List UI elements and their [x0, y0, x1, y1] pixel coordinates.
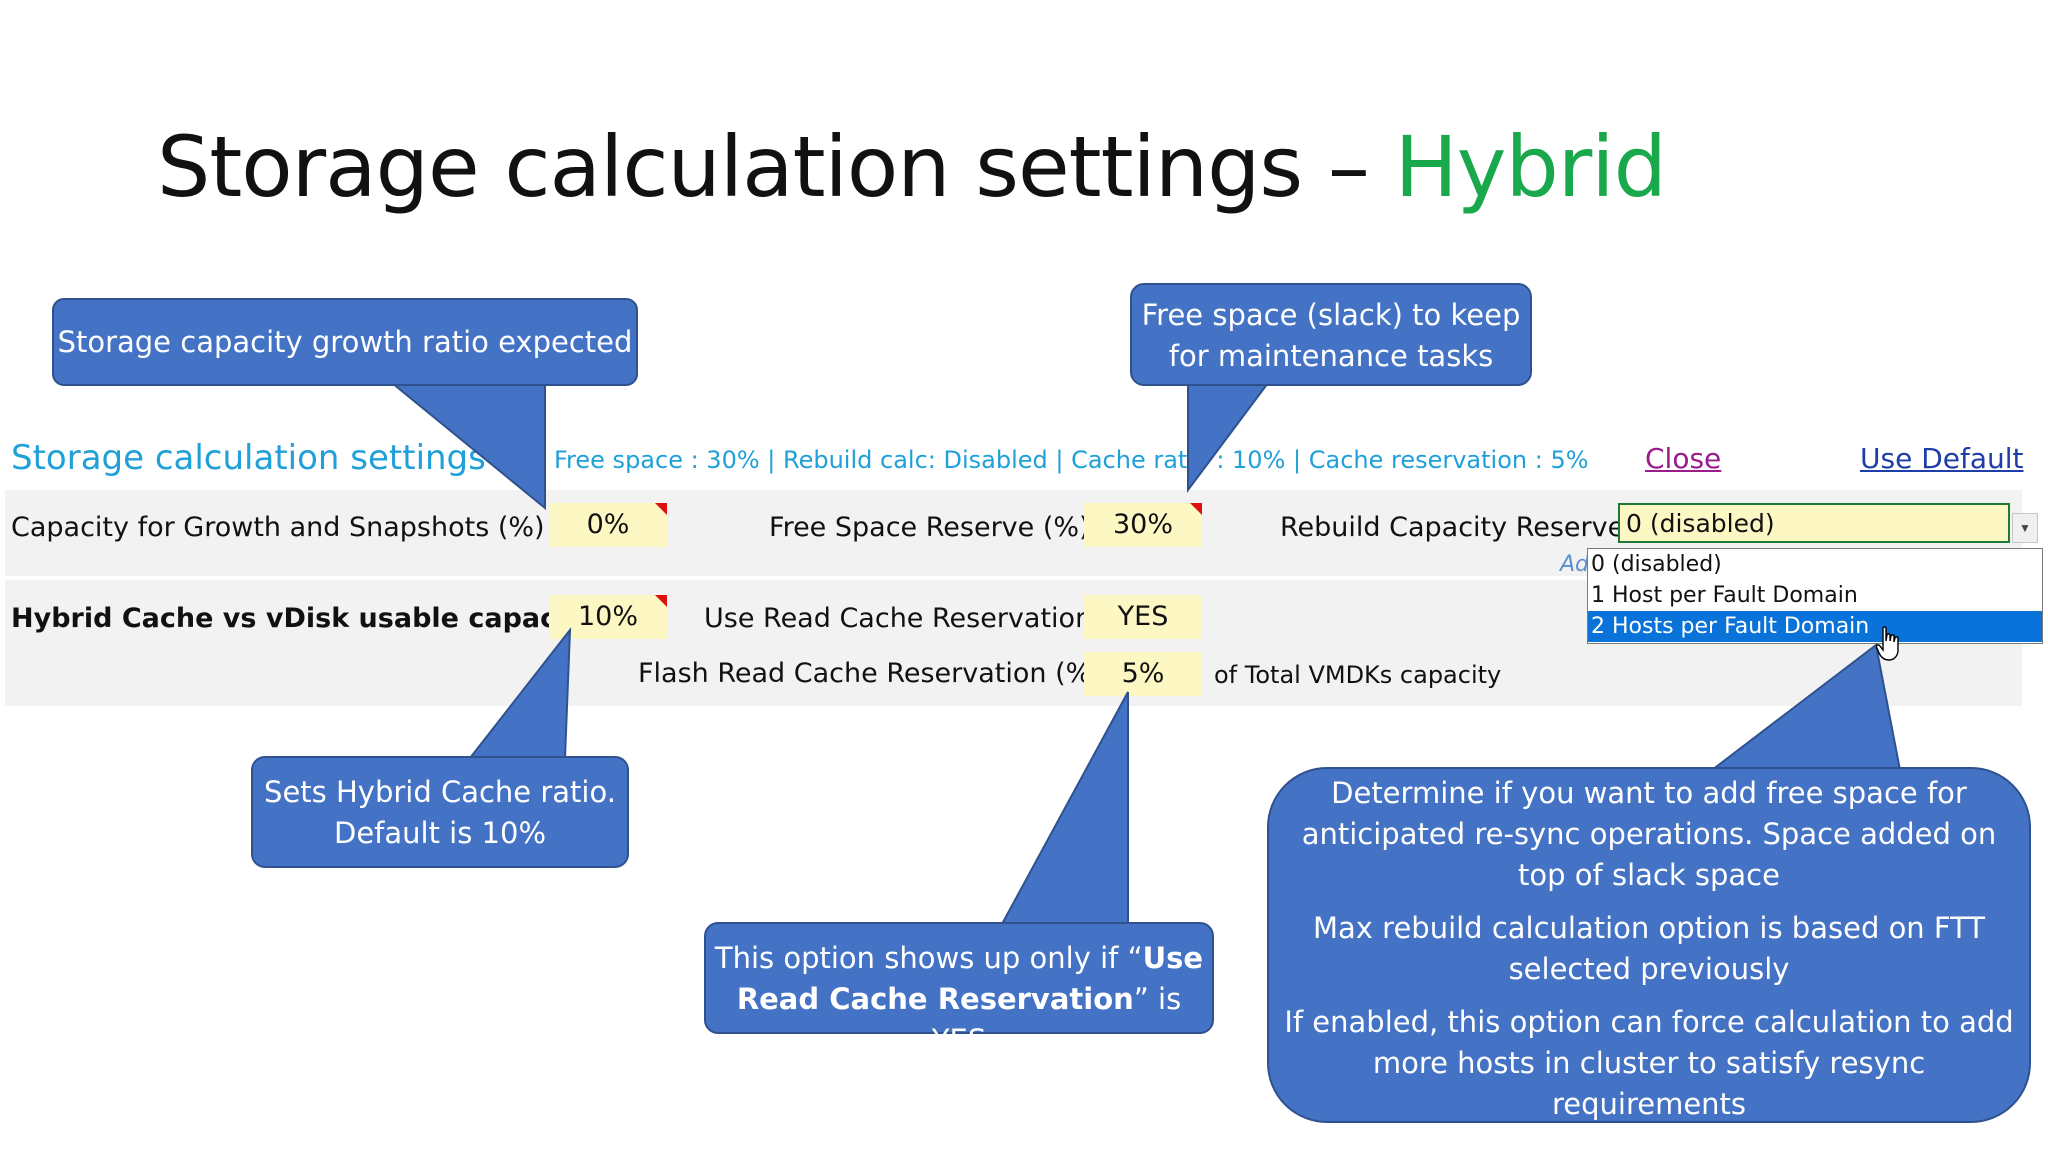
comment-indicator-icon [655, 503, 667, 515]
free-space-value: 30% [1112, 509, 1173, 540]
rebuild-callout-line: If enabled, this option can force calcul… [1284, 1005, 2014, 1039]
free-space-callout: Free space (slack) to keep for maintenan… [1130, 283, 1532, 386]
dropdown-option-selected[interactable]: 2 Hosts per Fault Domain [1588, 611, 2042, 642]
rebuild-select-value: 0 (disabled) [1626, 509, 1775, 538]
read-cache-callout-text-post: ” is YES [931, 982, 1182, 1057]
rebuild-callout-line: Max rebuild calculation option is based … [1312, 911, 1985, 945]
free-space-input[interactable]: 30% [1084, 503, 1202, 547]
settings-summary: Free space : 30% | Rebuild calc: Disable… [554, 446, 1589, 474]
slide-title: Storage calculation settings – Hybrid [157, 118, 1667, 216]
flash-reservation-suffix: of Total VMDKs capacity [1214, 661, 1502, 689]
dropdown-option[interactable]: 0 (disabled) [1591, 552, 1722, 577]
growth-input[interactable]: 0% [549, 503, 667, 547]
growth-callout-tail [389, 382, 546, 511]
growth-label: Capacity for Growth and Snapshots (%) : [11, 512, 563, 543]
cache-ratio-callout: Sets Hybrid Cache ratio. Default is 10% [251, 756, 629, 868]
rebuild-callout-tail [1709, 643, 1902, 771]
rebuild-callout-line: anticipated re-sync operations. Space ad… [1301, 817, 1997, 851]
growth-callout-text: Storage capacity growth ratio expected [57, 325, 633, 359]
comment-indicator-icon [655, 595, 667, 607]
flash-reservation-value: 5% [1121, 658, 1165, 689]
free-space-callout-line: Free space (slack) to keep [1141, 298, 1521, 332]
hand-pointer-icon [1876, 626, 1899, 661]
sheet-heading: Storage calculation settings [11, 438, 486, 478]
read-cache-label: Use Read Cache Reservation : [704, 603, 1110, 634]
use-default-link[interactable]: Use Default [1860, 442, 2024, 475]
rebuild-callout-line: top of slack space [1518, 858, 1780, 892]
slide-title-main: Storage calculation settings – [157, 118, 1395, 216]
slide-title-accent: Hybrid [1394, 118, 1667, 216]
read-cache-callout: This option shows up only if “Use Read C… [704, 922, 1214, 1057]
dropdown-option[interactable]: 1 Host per Fault Domain [1591, 583, 1858, 608]
free-space-label: Free Space Reserve (%) : [769, 512, 1108, 543]
comment-indicator-icon [1190, 503, 1202, 515]
rebuild-select[interactable]: 0 (disabled) [1618, 503, 2010, 543]
cache-ratio-callout-tail [467, 626, 572, 759]
hybrid-cache-label: Hybrid Cache vs vDisk usable capacity : [11, 603, 617, 634]
rebuild-callout-line: more hosts in cluster to satisfy resync [1372, 1046, 1926, 1080]
cache-ratio-callout-line: Default is 10% [333, 816, 547, 850]
hybrid-cache-value: 10% [577, 601, 638, 632]
growth-callout: Storage capacity growth ratio expected [52, 298, 638, 386]
rebuild-callout-line: selected previously [1508, 952, 1790, 986]
cache-ratio-callout-line: Sets Hybrid Cache ratio. [264, 775, 616, 809]
close-link[interactable]: Close [1645, 442, 1722, 475]
read-cache-callout-text-pre: This option shows up only if “ [714, 941, 1143, 975]
flash-reservation-input[interactable]: 5% [1084, 652, 1202, 696]
hidden-text-fragment: Ad [1560, 552, 1590, 577]
free-space-callout-tail [1187, 382, 1270, 494]
rebuild-callout-line: Determine if you want to add free space … [1331, 776, 1967, 810]
read-cache-input[interactable]: YES [1084, 595, 1202, 639]
rebuild-callout-line: requirements [1551, 1087, 1747, 1121]
read-cache-value: YES [1117, 601, 1169, 632]
growth-value: 0% [586, 509, 630, 540]
read-cache-callout-tail [1000, 691, 1129, 925]
read-cache-callout-bold-1: Use [1142, 941, 1204, 975]
flash-reservation-label: Flash Read Cache Reservation (%) : [638, 658, 1120, 689]
chevron-down-icon[interactable]: ▼ [2012, 513, 2038, 543]
rebuild-dropdown-list[interactable]: 0 (disabled) 1 Host per Fault Domain 2 H… [1587, 548, 2043, 644]
read-cache-callout-bold-2: Read Cache Reservation [736, 982, 1134, 1016]
free-space-callout-line: for maintenance tasks [1168, 339, 1494, 373]
rebuild-callout: Determine if you want to add free space … [1267, 767, 2031, 1123]
rebuild-label: Rebuild Capacity Reserve : [1280, 512, 1642, 543]
